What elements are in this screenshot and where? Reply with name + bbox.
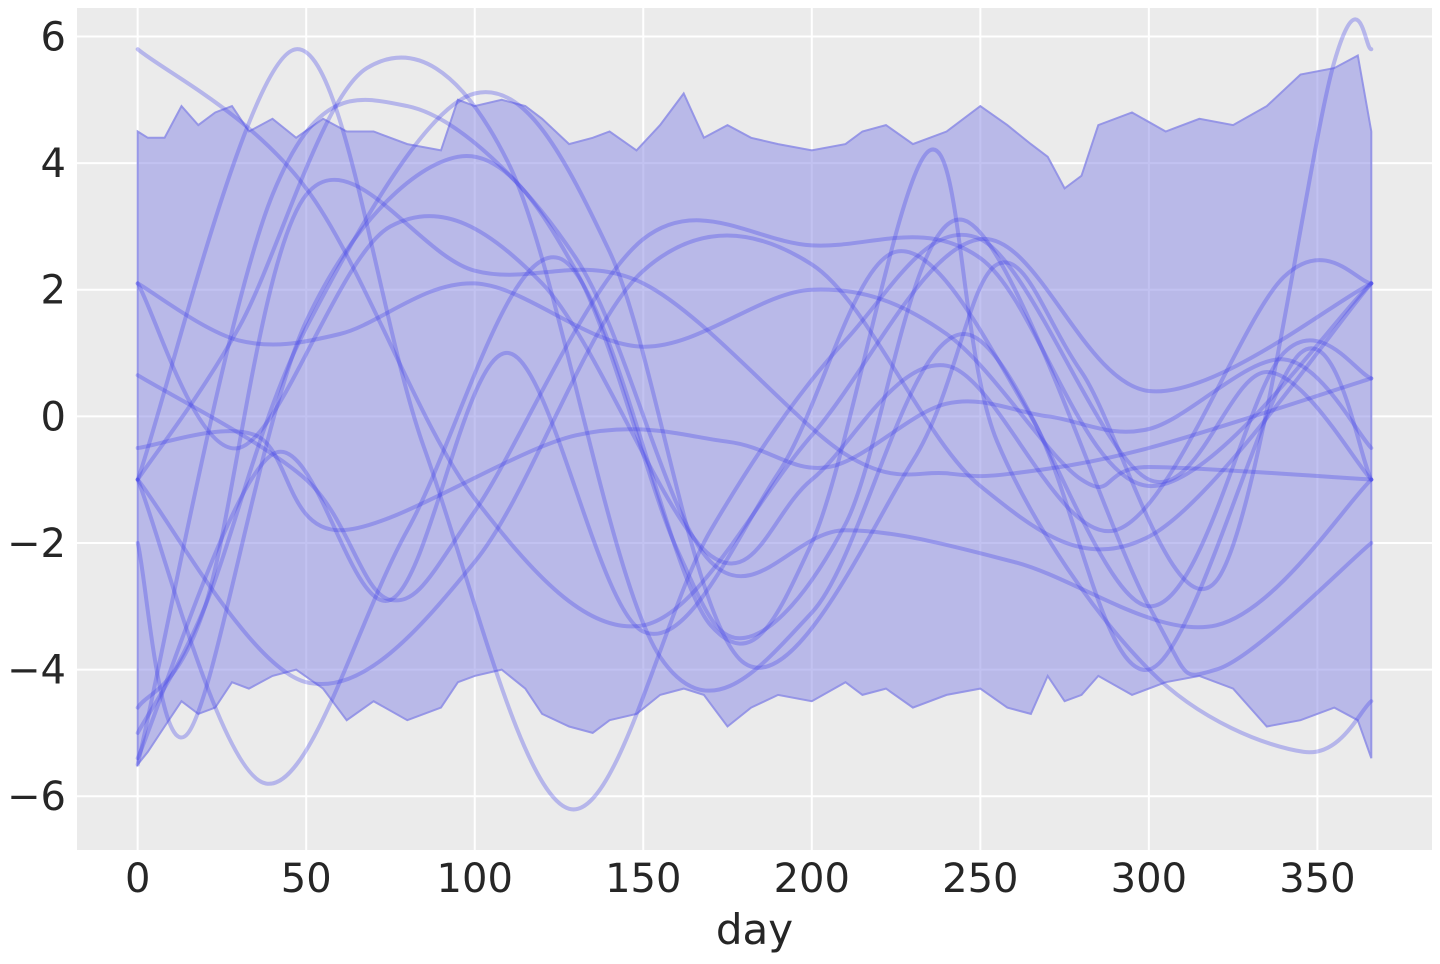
x-tick-label: 200 [774, 856, 850, 902]
sample-line-6 [135, 281, 1374, 489]
x-tick-label: 150 [605, 856, 681, 902]
x-tick-label: 100 [437, 856, 513, 902]
x-axis-label: day [716, 905, 793, 954]
sample-line-9 [135, 357, 1374, 533]
sample-line-2 [135, 97, 1374, 767]
y-tick-label: −2 [7, 521, 66, 567]
x-tick-label: 0 [125, 856, 150, 902]
sample-line-14 [135, 17, 1374, 735]
sample-line-13 [135, 55, 1374, 693]
y-tick-label: 6 [41, 14, 66, 60]
y-tick-label: 0 [41, 394, 66, 440]
x-tick-label: 350 [1279, 856, 1355, 902]
sample-line-12 [135, 47, 1374, 812]
y-tick-label: −4 [7, 648, 66, 694]
sample-line-3 [135, 233, 1374, 686]
x-tick-label: 250 [942, 856, 1018, 902]
x-tick-label: 50 [281, 856, 332, 902]
tick-labels: 0 50 100 150 200 250 300 350 −6 −4 −2 0 2 4 6 [7, 14, 1356, 902]
hdi-band [136, 53, 1373, 768]
sample-line-7 [135, 153, 1374, 740]
sample-line-11 [135, 147, 1374, 786]
sample-line-5 [135, 218, 1374, 603]
x-tick-label: 300 [1111, 856, 1187, 902]
sample-line-8 [135, 214, 1374, 566]
uncertainty-band [136, 53, 1373, 768]
y-tick-label: −6 [7, 774, 66, 820]
y-tick-label: 4 [41, 141, 66, 187]
y-tick-label: 2 [41, 268, 66, 314]
sample-line-1 [135, 47, 1374, 629]
sample-line-10 [135, 249, 1374, 761]
series-lines [135, 17, 1374, 812]
sample-line-4 [135, 177, 1374, 710]
